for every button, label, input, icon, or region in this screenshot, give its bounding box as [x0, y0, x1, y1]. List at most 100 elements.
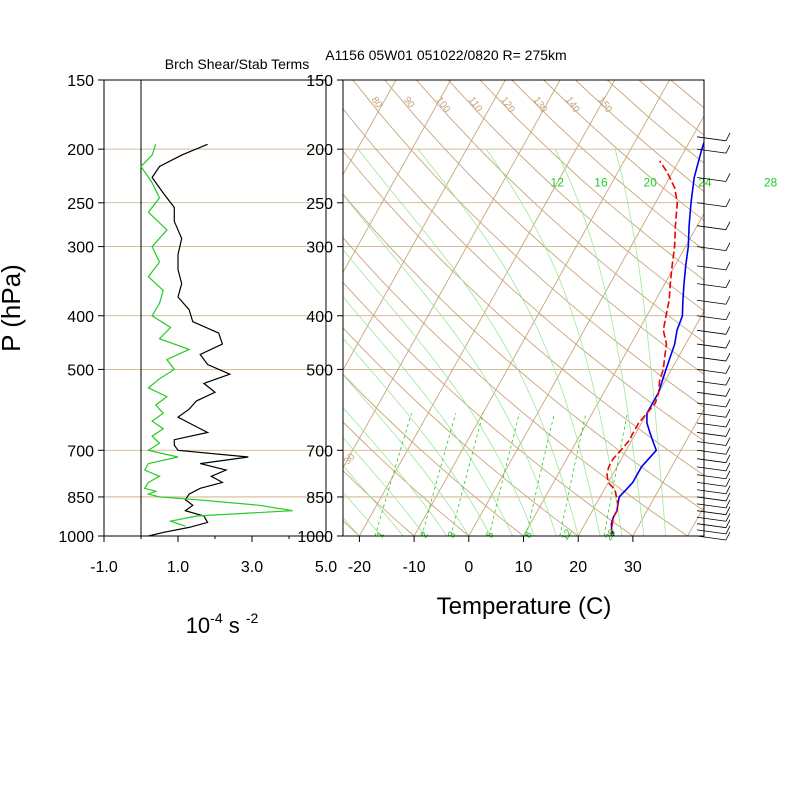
left-panel-title: Brch Shear/Stab Terms — [165, 56, 309, 72]
wind-barb-feather — [725, 519, 731, 528]
wind-barb — [696, 356, 727, 362]
dry-adiabat-label: 80 — [369, 95, 385, 111]
wind-barb — [696, 202, 727, 208]
wind-barb — [696, 299, 727, 305]
skew-y-tick-label: 500 — [306, 362, 333, 379]
left-y-tick-label: 850 — [67, 490, 94, 507]
skew-moist-adiabat — [357, 148, 579, 536]
wind-barb-feather — [725, 311, 731, 320]
left-x-tick-label: 3.0 — [241, 559, 263, 576]
skew-pressure-gridlines — [343, 148, 704, 498]
wind-barb — [696, 380, 727, 386]
skew-y-tick-label: 200 — [306, 142, 333, 159]
wind-barb-feather — [725, 326, 731, 335]
skew-isotherm — [413, 80, 670, 536]
dewpoint-profile-line — [606, 160, 679, 536]
left-y-tick-label: 300 — [67, 240, 94, 257]
skew-dry-adiabat — [670, 80, 704, 109]
skew-dry-adiabat — [447, 80, 704, 312]
skew-dry-adiabat — [352, 80, 704, 408]
wind-barb — [696, 283, 727, 289]
wind-barb-feather — [725, 365, 731, 374]
wind-barb — [696, 422, 727, 428]
skew-dry-adiabat — [343, 193, 704, 512]
wind-barb — [696, 503, 727, 509]
wind-barb — [696, 449, 727, 455]
skew-dry-adiabat — [416, 80, 704, 343]
wind-barb-feather — [725, 221, 731, 230]
wind-barb — [696, 516, 727, 522]
skew-y-tick-label: 250 — [306, 196, 333, 213]
wind-barb — [696, 343, 727, 349]
skew-plot-frame — [342, 79, 705, 537]
left-y-tick-label: 250 — [67, 196, 94, 213]
skew-mixing-ratio-line — [374, 413, 412, 536]
left-series-line-1 — [140, 144, 293, 527]
skew-x-tick-label: 30 — [624, 559, 642, 576]
skew-moist-adiabat — [417, 148, 601, 536]
wind-barb — [696, 391, 727, 397]
skew-y-tick-label: 1000 — [297, 529, 333, 546]
left-y-tick-label: 400 — [67, 309, 94, 326]
skew-dry-adiabat — [343, 150, 704, 476]
skew-isotherm — [25, 63, 296, 547]
wind-barb-feather — [725, 446, 731, 455]
skew-moist-adiabat-lines — [343, 148, 667, 536]
skew-isotherm — [632, 408, 704, 536]
wind-barb-feather — [725, 454, 731, 463]
wind-barb — [696, 315, 727, 321]
skew-moist-adiabat — [343, 296, 513, 536]
skew-dry-adiabat — [343, 373, 525, 536]
skew-mixing-ratio-line — [603, 413, 628, 536]
left-x-axis-label: 10-4 s -2 — [186, 610, 259, 638]
skew-y-tick-label: 700 — [306, 443, 333, 460]
wind-barbs — [696, 132, 731, 541]
wind-barb-feather — [725, 470, 731, 479]
wind-barb — [696, 466, 727, 472]
skew-y-tick-label: 400 — [306, 309, 333, 326]
wind-barb — [696, 458, 727, 464]
wind-barb-feather — [725, 428, 731, 437]
left-x-tick-labels: -1.0 1.0 3.0 5.0 — [90, 536, 337, 576]
wind-barb — [696, 529, 727, 535]
wind-barb-feather — [725, 296, 731, 305]
skew-moist-adiabat — [614, 148, 667, 536]
wind-barb — [696, 481, 727, 487]
mixing-ratio-bottom-label: 12 — [560, 527, 575, 543]
skew-mixing-ratio-line — [525, 413, 555, 536]
skew-moist-adiabat — [343, 437, 426, 536]
wind-barb — [696, 246, 727, 252]
wind-barb-feather — [725, 132, 731, 141]
skew-isotherm — [577, 310, 704, 536]
skew-y-tick-label: 300 — [306, 240, 333, 257]
wind-barb — [696, 523, 727, 529]
left-x-tick-label: 5.0 — [315, 559, 337, 576]
wind-barb — [696, 177, 727, 182]
skew-moist-adiabat — [554, 148, 645, 536]
skew-grid-labels: 8090100110120130140150-30121620242832123… — [340, 95, 778, 543]
skew-moist-adiabat — [343, 337, 492, 536]
skew-x-axis-label: Temperature (C) — [437, 593, 612, 620]
skew-dry-adiabat — [343, 327, 579, 536]
skew-isotherm — [468, 115, 704, 536]
skew-moist-adiabat — [343, 249, 535, 536]
skew-x-tick-label: 10 — [515, 559, 533, 576]
skew-dry-adiabat-lines — [3, 80, 704, 548]
wind-barb — [696, 265, 727, 271]
wind-barb — [696, 136, 727, 142]
wind-barb-feather — [725, 409, 731, 418]
mixing-ratio-bottom-label: 3 — [446, 530, 459, 541]
wind-barb — [696, 225, 727, 231]
wind-barb-feather — [725, 352, 731, 362]
left-x-tick-label: -1.0 — [90, 559, 118, 576]
dry-adiabat-label: 140 — [563, 95, 582, 115]
wind-barb-feather — [725, 398, 731, 408]
skew-x-tick-label: -10 — [403, 559, 426, 576]
wind-barb — [696, 489, 727, 495]
skew-dry-adiabat — [343, 107, 704, 442]
temperature-profile-line — [610, 140, 704, 536]
wind-barb-feather — [725, 462, 731, 472]
skew-dry-adiabat — [3, 80, 317, 548]
wind-barb — [696, 329, 727, 335]
